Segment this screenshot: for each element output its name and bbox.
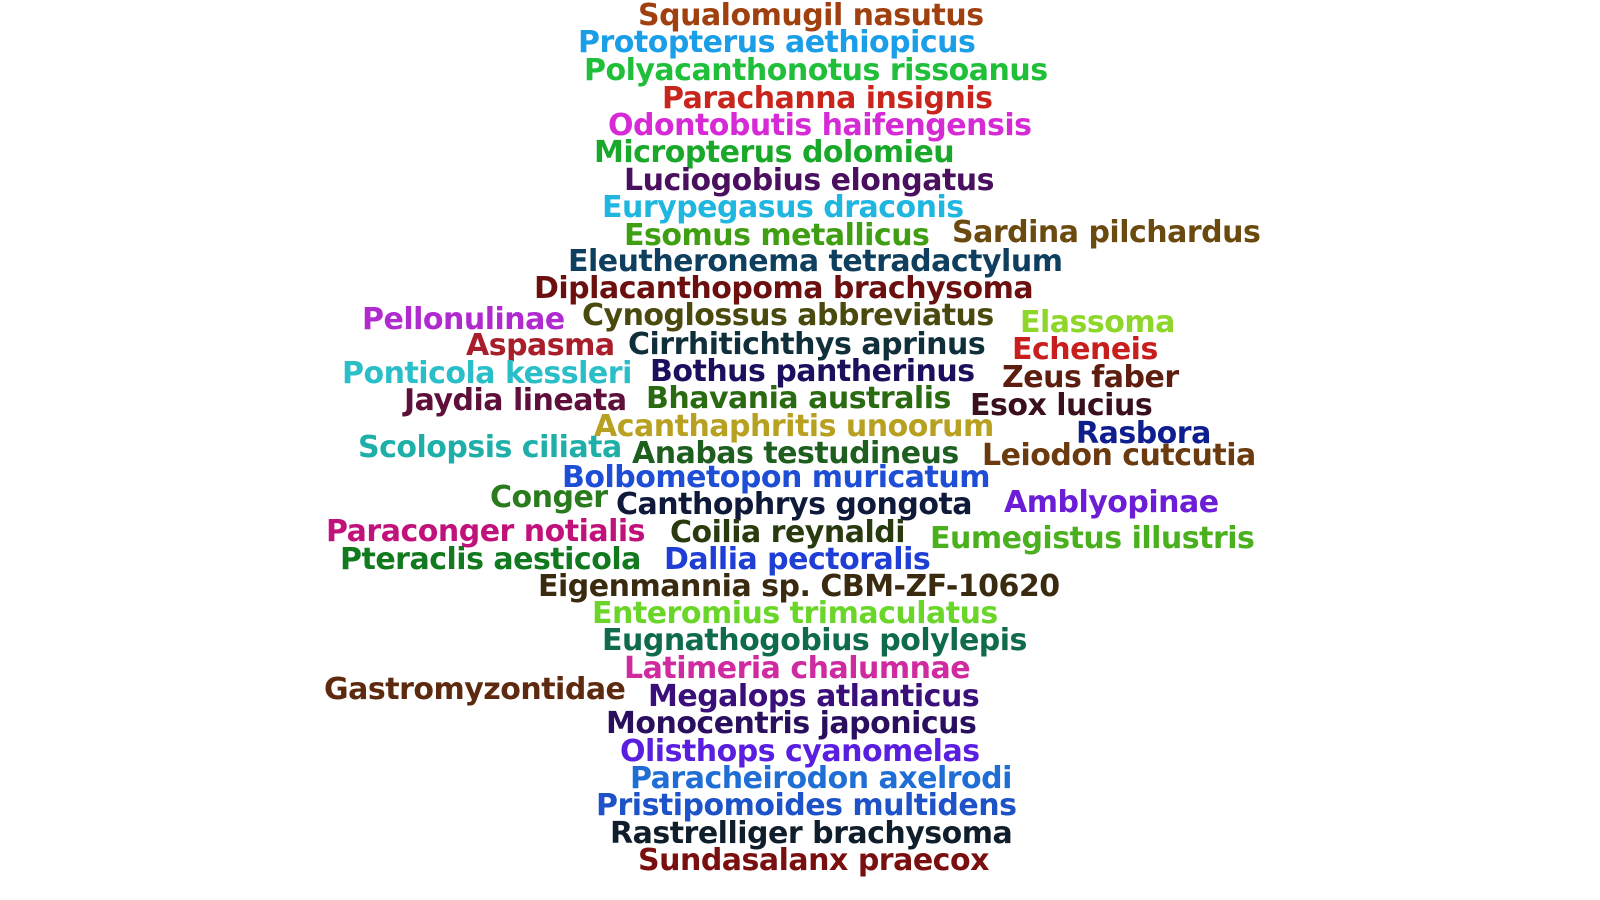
word-amblyopinae: Amblyopinae xyxy=(1004,485,1219,520)
word-olisthops-cyanomelas: Olisthops cyanomelas xyxy=(620,734,980,769)
word-diplacanthopoma-brachysoma: Diplacanthopoma brachysoma xyxy=(534,271,1034,306)
word-enteromius-trimaculatus: Enteromius trimaculatus xyxy=(592,596,998,631)
word-bolbometopon-muricatum: Bolbometopon muricatum xyxy=(562,460,990,495)
word-parachanna-insignis: Parachanna insignis xyxy=(662,81,993,116)
word-polyacanthonotus-rissoanus: Polyacanthonotus rissoanus xyxy=(584,53,1048,88)
word-dallia-pectoralis: Dallia pectoralis xyxy=(664,542,931,577)
word-esomus-metallicus: Esomus metallicus xyxy=(624,218,930,253)
word-aspasma: Aspasma xyxy=(466,328,615,363)
word-sundasalanx-praecox: Sundasalanx praecox xyxy=(638,843,989,878)
word-conger: Conger xyxy=(490,480,608,515)
word-paraconger-notialis: Paraconger notialis xyxy=(326,514,646,549)
word-zeus-faber: Zeus faber xyxy=(1002,360,1179,395)
word-eugnathogobius-polylepis: Eugnathogobius polylepis xyxy=(602,623,1027,658)
word-eigenmannia-sp: Eigenmannia sp. CBM-ZF-10620 xyxy=(538,569,1060,604)
word-protopterus-aethiopicus: Protopterus aethiopicus xyxy=(578,25,976,60)
word-leiodon-cutcutia: Leiodon cutcutia xyxy=(982,438,1256,473)
word-latimeria-chalumnae: Latimeria chalumnae xyxy=(624,651,971,686)
word-pellonulinae: Pellonulinae xyxy=(362,302,565,337)
word-ponticola-kessleri: Ponticola kessleri xyxy=(342,356,632,391)
word-echeneis: Echeneis xyxy=(1012,332,1158,367)
word-squalomugil-nasutus: Squalomugil nasutus xyxy=(638,0,984,33)
word-coilia-reynaldi: Coilia reynaldi xyxy=(670,515,906,550)
word-bhavania-australis: Bhavania australis xyxy=(646,381,951,416)
word-elassoma: Elassoma xyxy=(1020,305,1175,340)
word-pristipomoides-multidens: Pristipomoides multidens xyxy=(596,788,1017,823)
word-eurypegasus-draconis: Eurypegasus draconis xyxy=(602,190,964,225)
word-jaydia-lineata: Jaydia lineata xyxy=(404,383,627,418)
word-anabas-testudineus: Anabas testudineus xyxy=(632,436,959,471)
word-sardina-pilchardus: Sardina pilchardus xyxy=(952,215,1261,250)
word-acanthaphritis-unoorum: Acanthaphritis unoorum xyxy=(594,409,994,444)
word-paracheirodon-axelrodi: Paracheirodon axelrodi xyxy=(630,761,1012,796)
word-micropterus-dolomieu: Micropterus dolomieu xyxy=(594,135,955,170)
word-cynoglossus-abbreviatus: Cynoglossus abbreviatus xyxy=(582,298,994,333)
word-eleutheronema-tetradactylum: Eleutheronema tetradactylum xyxy=(568,244,1063,279)
word-scolopsis-ciliata: Scolopsis ciliata xyxy=(358,430,622,465)
word-pteraclis-aesticola: Pteraclis aesticola xyxy=(340,542,641,577)
word-megalops-atlanticus: Megalops atlanticus xyxy=(648,679,980,714)
word-eumegistus-illustris: Eumegistus illustris xyxy=(930,521,1255,556)
word-rasbora: Rasbora xyxy=(1076,416,1211,451)
word-canthophrys-gongota: Canthophrys gongota xyxy=(616,487,973,522)
word-odontobutis-haifengensis: Odontobutis haifengensis xyxy=(608,108,1032,143)
word-luciogobius-elongatus: Luciogobius elongatus xyxy=(624,163,995,198)
word-esox-lucius: Esox lucius xyxy=(970,388,1153,423)
word-cirrhitichthys-aprinus: Cirrhitichthys aprinus xyxy=(628,327,986,362)
word-bothus-pantherinus: Bothus pantherinus xyxy=(650,354,975,389)
word-gastromyzontidae: Gastromyzontidae xyxy=(324,672,626,707)
word-monocentris-japonicus: Monocentris japonicus xyxy=(606,706,977,741)
word-rastrelliger-brachysoma: Rastrelliger brachysoma xyxy=(610,816,1013,851)
